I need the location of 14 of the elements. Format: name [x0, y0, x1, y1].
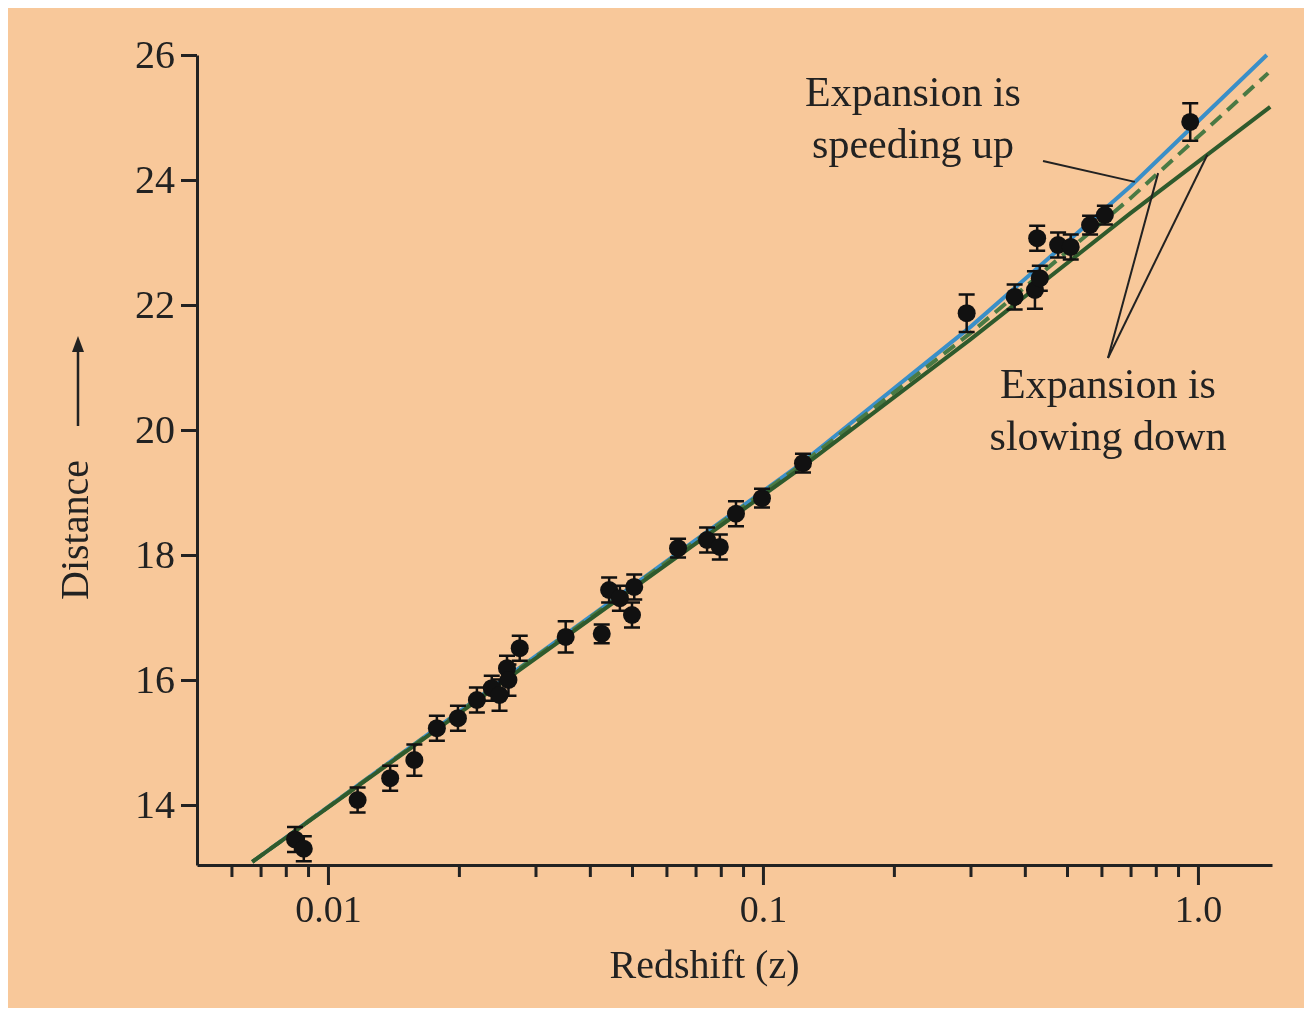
y-tick-label: 26 — [135, 32, 175, 78]
y-tick-label: 16 — [135, 657, 175, 703]
x-axis-title: Redshift (z) — [609, 942, 800, 987]
x-tick-label: 0.1 — [739, 887, 788, 930]
y-axis-title: Distance — [52, 460, 97, 600]
annotation: Expansion is speeding up — [805, 69, 1021, 167]
annotation: Expansion is slowing down — [989, 361, 1227, 459]
y-tick-label: 24 — [135, 157, 175, 203]
y-tick-label: 18 — [135, 532, 175, 578]
y-tick-label: 14 — [135, 782, 175, 828]
y-tick-label: 22 — [135, 282, 175, 328]
x-tick-label: 0.01 — [295, 887, 362, 930]
y-tick-label: 20 — [135, 407, 175, 453]
x-tick-label: 1.0 — [1174, 887, 1223, 930]
